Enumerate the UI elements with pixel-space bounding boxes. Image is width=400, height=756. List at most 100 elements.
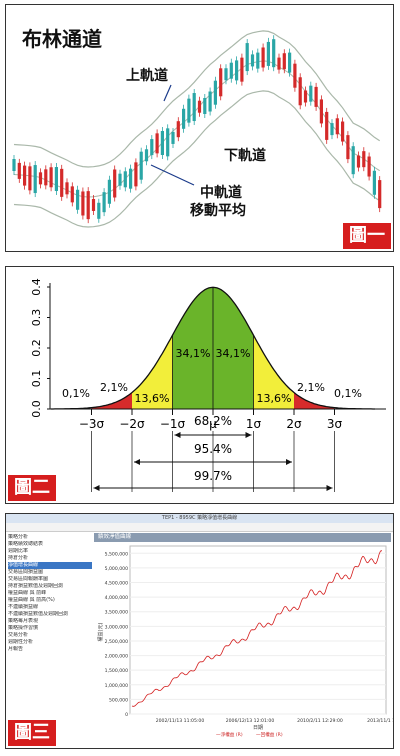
candle-body: [171, 131, 175, 144]
candle-body: [176, 121, 180, 138]
tree-item[interactable]: 策略操作習慣: [8, 625, 39, 631]
y-tick-label: 0.3: [30, 309, 43, 327]
candle-body: [298, 77, 302, 106]
equity-line: [131, 550, 383, 707]
region-label: 0,1%: [62, 387, 90, 400]
candle-body: [76, 189, 80, 210]
y-tick-label: 1,000,000: [105, 683, 128, 689]
candle-body: [107, 179, 111, 204]
panel1-title: 布林通道: [22, 27, 102, 51]
candle-body: [113, 169, 117, 198]
lower-band-line: [13, 90, 381, 228]
tree-item[interactable]: 策略每月表現: [8, 618, 39, 624]
y-tick-label: 2,000,000: [105, 654, 128, 660]
candle-body: [314, 86, 318, 107]
y-tick-label: 5,000,000: [105, 566, 128, 572]
candle-body: [182, 108, 186, 129]
y-tick-label: 0.4: [30, 278, 43, 296]
candle-body: [197, 100, 202, 113]
candle-body: [187, 98, 191, 123]
candle-body: [309, 85, 313, 102]
region-label: 13,6%: [135, 392, 170, 405]
candle-body: [250, 54, 255, 67]
lower-band-label: 下軌道: [224, 148, 266, 164]
tree-item[interactable]: 持倉分析: [8, 555, 29, 561]
y-tick-label: 2,500,000: [105, 639, 128, 645]
figure-3-badge: 圖三: [8, 720, 56, 746]
y-tick-label: 500,000: [109, 697, 128, 703]
tree-item[interactable]: 權益曲線 與 前峰: [8, 590, 47, 596]
tree-item[interactable]: 週期比率: [8, 548, 29, 554]
tree-item[interactable]: 策略績效總結表: [8, 541, 44, 547]
y-tick-label: 4,500,000: [105, 581, 128, 587]
y-tick-label: 0.0: [30, 400, 43, 418]
candle-body: [266, 41, 270, 66]
tree-item[interactable]: 權益曲線 與 前高(%): [8, 597, 55, 603]
candle-body: [256, 52, 260, 69]
candle-body: [44, 169, 48, 186]
x-tick-label: 1σ: [246, 417, 262, 431]
candle-body: [341, 121, 345, 142]
y-tick-label: 0.1: [30, 370, 43, 388]
y-tick-label: 5,500,000: [105, 551, 128, 557]
candle-body: [192, 93, 196, 122]
y-tick-label: 0: [125, 712, 128, 718]
candle-body: [155, 133, 159, 154]
tree-item[interactable]: 不連續損益線: [8, 604, 39, 610]
candle-body: [325, 111, 329, 140]
region-label: 2,1%: [297, 381, 325, 394]
x-axis-label: 日期: [253, 725, 263, 731]
candle-body: [33, 165, 37, 194]
candle-body: [219, 68, 223, 97]
toolbar: [6, 523, 393, 532]
moving-average-label: 移動平均: [190, 203, 246, 219]
candle-body: [28, 166, 32, 191]
candle-body: [303, 90, 308, 103]
x-tick-label: −2σ: [119, 417, 145, 431]
candle-body: [282, 53, 286, 70]
y-tick-label: 3,500,000: [105, 610, 128, 616]
y-axis-label: 權益(元): [97, 623, 104, 642]
candle-body: [208, 91, 212, 112]
tree-item[interactable]: 策略分析: [8, 534, 29, 540]
x-tick-label: 2013/11/1 12:51:00: [367, 718, 393, 724]
candle-body: [38, 172, 43, 185]
candle-body: [277, 57, 281, 70]
range-label: 68.2%: [194, 414, 232, 428]
tree-item[interactable]: 月報告: [8, 646, 24, 652]
middle-band-line: [13, 60, 380, 198]
tree-item[interactable]: 交易分析: [8, 632, 29, 638]
candle-body: [23, 165, 27, 186]
candle-body: [372, 170, 376, 195]
figure-1-badge: 圖一: [343, 223, 391, 249]
x-tick-label: −3σ: [79, 417, 105, 431]
tree-item[interactable]: 週期性分析: [8, 639, 34, 645]
y-tick-label: 1,500,000: [105, 668, 128, 674]
tree-item[interactable]: 不連續損益數值及週期回測: [8, 611, 69, 617]
tree-item[interactable]: 交易區間損益圖: [8, 569, 44, 575]
tree-item[interactable]: 持倉損益數值及週期回測: [8, 583, 64, 589]
middle-arrow: [150, 164, 195, 186]
tree-item[interactable]: 交易區間報酬率圖: [8, 576, 49, 582]
candle-body: [60, 168, 64, 197]
candle-body: [288, 52, 292, 73]
x-tick-label: 2002/11/13 11:05:00: [156, 718, 205, 724]
right-tail-region: [294, 392, 335, 409]
x-tick-label: μ: [209, 417, 217, 431]
candle-body: [378, 180, 382, 209]
candle-body: [213, 80, 217, 105]
candle-body: [91, 198, 96, 211]
density-curve: [51, 286, 375, 410]
bollinger-panel: 布林通道 上軌道 下軌道 中軌道 移動平均 圖一: [5, 4, 394, 252]
candle-body: [144, 149, 149, 162]
candle-body: [203, 97, 207, 114]
candle-body: [12, 159, 16, 171]
left-tail-region: [91, 392, 132, 409]
tree-item[interactable]: 淨值增長曲線: [8, 562, 92, 569]
x-tick-label: 3σ: [327, 417, 343, 431]
equity-chart: 0 500,000 1,000,000 1,500,000 2,000,000 2,500…: [97, 545, 393, 738]
candle-body: [166, 128, 170, 157]
upper-band-line: [13, 30, 381, 168]
x-tick-label: 2σ: [286, 417, 302, 431]
region-label: 2,1%: [100, 381, 128, 394]
